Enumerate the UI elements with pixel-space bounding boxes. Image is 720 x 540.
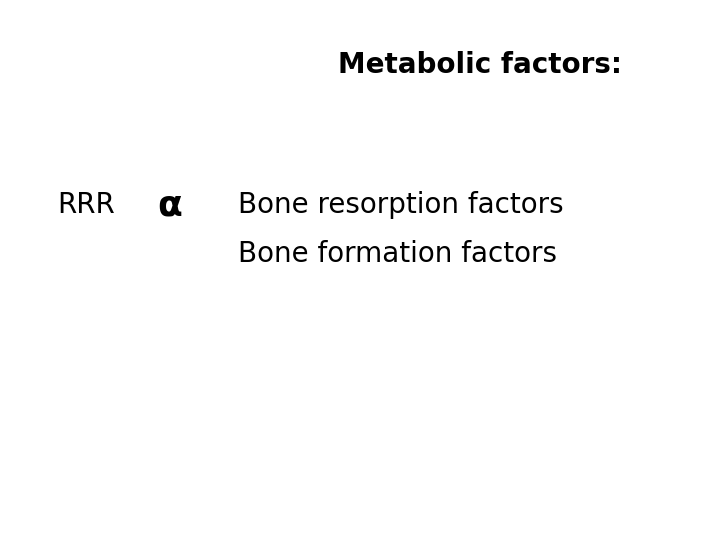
Text: Bone resorption factors: Bone resorption factors	[238, 191, 563, 219]
Text: α: α	[157, 188, 181, 222]
Text: RRR: RRR	[58, 191, 115, 219]
Text: Metabolic factors:: Metabolic factors:	[338, 51, 622, 79]
Text: Bone formation factors: Bone formation factors	[238, 240, 557, 268]
